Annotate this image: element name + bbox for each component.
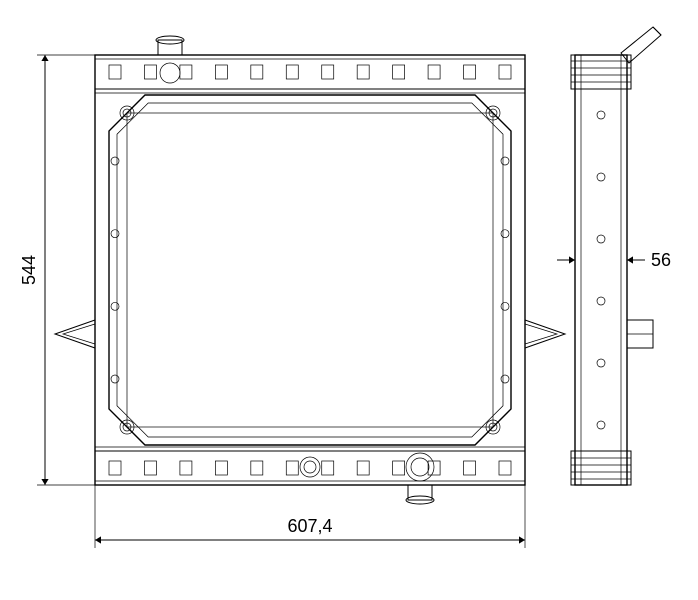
side-view: [571, 27, 661, 485]
front-view: [55, 36, 565, 504]
dim-thickness-label: 56: [651, 250, 671, 270]
dim-width-label: 607,4: [287, 516, 332, 536]
dim-height-label: 544: [19, 255, 39, 285]
